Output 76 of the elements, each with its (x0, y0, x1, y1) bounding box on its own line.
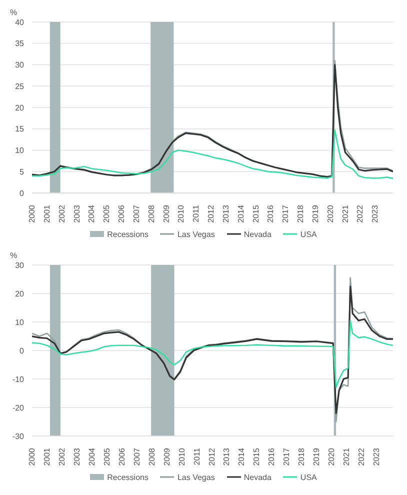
x-tick-label: 2003 (72, 204, 82, 223)
x-tick-label: 2006 (117, 447, 126, 466)
x-tick-label: 2023 (370, 204, 380, 223)
x-tick-label: 2008 (146, 204, 156, 223)
x-tick-label: 2000 (28, 447, 36, 466)
x-tick-label: 2010 (177, 447, 186, 466)
x-tick-label: 2005 (102, 447, 112, 466)
y-tick-label: 5 (20, 167, 25, 176)
x-tick-label: 2019 (312, 447, 322, 466)
line-series (32, 130, 393, 180)
x-tick-label: 2002 (57, 447, 66, 466)
y-tick-label: -30 (12, 432, 25, 441)
y-tick-label: 25 (15, 82, 25, 91)
x-tick-label: 2001 (42, 204, 52, 223)
x-tick-label: 2007 (132, 447, 142, 466)
x-tick-label: 2003 (72, 447, 82, 466)
x-tick-label: 2015 (252, 447, 262, 466)
x-tick-label: 2021 (340, 204, 350, 223)
x-tick-label: 2012 (207, 447, 216, 466)
x-tick-label: 2019 (310, 204, 320, 223)
x-tick-label: 2007 (132, 204, 141, 223)
y-axis-title: % (9, 8, 18, 18)
x-tick-label: 2006 (117, 204, 126, 223)
x-tick-label: 2018 (297, 447, 306, 466)
x-tick-label: 2005 (102, 204, 112, 223)
y-tick-label: 30 (15, 60, 25, 70)
y-tick-label: 0 (20, 188, 25, 198)
x-tick-label: 2022 (356, 204, 365, 223)
y-tick-label: 10 (15, 318, 25, 327)
x-tick-label: 2004 (87, 204, 96, 223)
x-tick-label: 2009 (162, 204, 171, 223)
legend-label: Nevada (244, 230, 272, 238)
x-tick-label: 2013 (221, 204, 230, 223)
y-tick-label: 20 (15, 103, 25, 112)
legend-label: Nevada (244, 472, 272, 482)
x-tick-label: 2009 (162, 447, 172, 466)
x-tick-label: 2013 (222, 447, 232, 466)
legend-label: Las Vegas (177, 230, 215, 238)
y-tick-label: 40 (15, 18, 25, 27)
y-tick-label: -20 (12, 403, 25, 412)
y-tick-label: 35 (15, 39, 25, 48)
x-tick-label: 2011 (192, 204, 201, 222)
x-tick-label: 2018 (296, 204, 306, 223)
legend-label: Recessions (107, 472, 148, 482)
x-tick-label: 2015 (251, 204, 260, 223)
x-tick-label: 2001 (42, 447, 52, 466)
x-tick-label: 2002 (57, 204, 66, 223)
y-tick-label: 10 (15, 146, 25, 156)
x-tick-label: 2023 (372, 447, 382, 466)
x-tick-label: 2021 (342, 447, 352, 466)
x-tick-label: 2012 (206, 204, 216, 223)
x-tick-label: 2022 (357, 447, 366, 466)
x-tick-label: 2014 (236, 204, 246, 223)
x-tick-label: 2014 (237, 447, 246, 466)
legend-label: USA (300, 472, 317, 482)
line-series (32, 320, 393, 388)
x-tick-label: 2011 (192, 447, 202, 466)
x-tick-label: 2000 (28, 204, 36, 223)
legend-label: Las Vegas (177, 472, 215, 482)
x-tick-label: 2020 (326, 204, 335, 223)
x-tick-label: 2004 (87, 447, 96, 466)
legend-label: USA (300, 230, 317, 238)
legend-label: Recessions (107, 230, 148, 238)
x-tick-label: 2010 (176, 204, 186, 223)
x-tick-label: 2008 (147, 447, 156, 466)
y-tick-label: 20 (15, 289, 25, 298)
y-tick-label: -10 (12, 374, 25, 384)
x-tick-label: 2017 (281, 204, 290, 223)
y-tick-label: 15 (15, 124, 25, 134)
x-tick-label: 2017 (282, 447, 292, 466)
y-tick-label: 30 (15, 260, 25, 270)
x-tick-label: 2020 (327, 447, 336, 466)
x-tick-label: 2016 (267, 447, 276, 466)
x-tick-label: 2016 (266, 204, 276, 223)
y-tick-label: 0 (20, 346, 25, 356)
y-axis-title: % (9, 251, 18, 261)
